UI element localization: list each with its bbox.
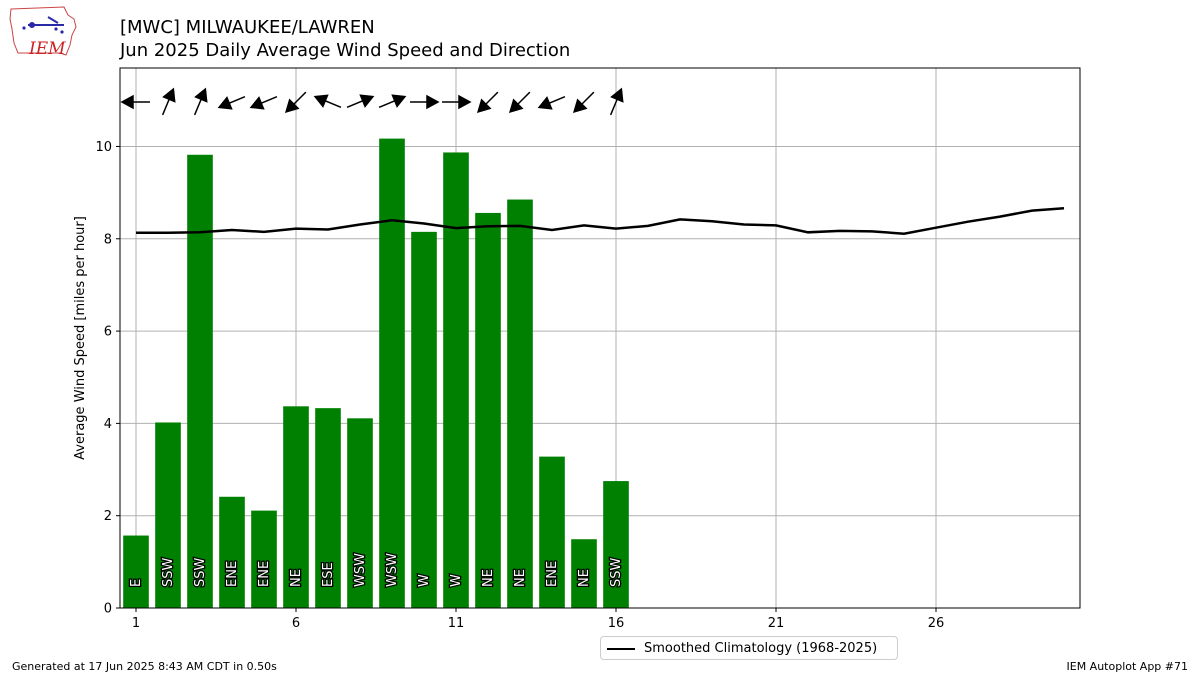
wind-arrow (120, 94, 150, 110)
wind-bar (219, 496, 245, 608)
wind-bar (539, 456, 565, 608)
wind-arrow (508, 91, 531, 114)
generated-timestamp: Generated at 17 Jun 2025 8:43 AM CDT in … (12, 660, 277, 673)
app-credit: IEM Autoplot App #71 (1066, 660, 1189, 673)
wind-arrow (193, 87, 208, 116)
wind-arrow (476, 91, 499, 114)
wind-bar (347, 418, 373, 608)
chart-title-description: Jun 2025 Daily Average Wind Speed and Di… (120, 40, 571, 61)
direction-label: ENE (225, 561, 240, 587)
direction-label: WSW (353, 553, 368, 587)
plot-frame (119, 67, 1081, 609)
wind-arrow (161, 87, 176, 116)
wind-bar (155, 422, 181, 608)
x-tick-label: 21 (768, 616, 785, 631)
chart-legend: Smoothed Climatology (1968-2025) (600, 636, 898, 660)
wind-arrow (572, 91, 595, 114)
wind-arrow (378, 94, 407, 109)
direction-label: W (417, 574, 432, 587)
wind-bar (187, 154, 213, 608)
y-tick-label: 2 (104, 509, 112, 524)
direction-label: SSW (193, 557, 208, 587)
x-tick-label: 26 (928, 616, 945, 631)
x-tick-label: 6 (292, 616, 300, 631)
direction-label: NE (481, 569, 496, 587)
direction-label: SSW (609, 557, 624, 587)
x-tick-label: 16 (608, 616, 625, 631)
y-tick-label: 4 (104, 417, 112, 432)
wind-bar (411, 231, 437, 608)
wind-arrow (346, 94, 375, 109)
wind-bar (123, 535, 149, 608)
logo-text: IEM (29, 39, 66, 59)
wind-arrow (284, 91, 307, 114)
wind-bar (251, 510, 277, 608)
wind-bar (443, 152, 469, 608)
chart-title-station: [MWC] MILWAUKEE/LAWREN (120, 17, 375, 38)
wind-bar (315, 408, 341, 608)
wind-bar (283, 406, 309, 608)
legend-line-swatch (607, 648, 635, 650)
direction-label: E (129, 579, 144, 587)
wind-bar (571, 539, 597, 608)
direction-label: ENE (257, 561, 272, 587)
climatology-line (136, 207, 1065, 235)
wind-bar (507, 199, 533, 609)
x-tick-label: 11 (448, 616, 465, 631)
wind-bar (475, 212, 501, 608)
wind-arrow (313, 94, 342, 109)
iem-logo: IEM (8, 5, 80, 59)
y-tick-label: 10 (95, 140, 112, 155)
direction-label: WSW (385, 553, 400, 587)
direction-label: W (449, 574, 464, 587)
wind-arrow (249, 95, 278, 110)
wind-arrow (410, 94, 440, 110)
y-tick-label: 8 (104, 232, 112, 247)
y-tick-label: 0 (104, 602, 112, 617)
direction-label: ESE (321, 562, 336, 587)
direction-label: NE (289, 569, 304, 587)
wind-arrow (537, 95, 566, 110)
y-axis-label: Average Wind Speed [miles per hour] (73, 216, 88, 460)
wind-bar (379, 138, 405, 608)
direction-label: NE (513, 569, 528, 587)
wind-arrow (442, 94, 472, 110)
direction-label: SSW (161, 557, 176, 587)
wind-bar (603, 481, 629, 608)
legend-label: Smoothed Climatology (1968-2025) (644, 641, 878, 656)
y-tick-label: 6 (104, 325, 112, 340)
wind-arrow (609, 87, 624, 116)
x-tick-label: 1 (132, 616, 140, 631)
wind-arrow (217, 95, 246, 110)
direction-label: NE (577, 569, 592, 587)
direction-label: ENE (545, 561, 560, 587)
